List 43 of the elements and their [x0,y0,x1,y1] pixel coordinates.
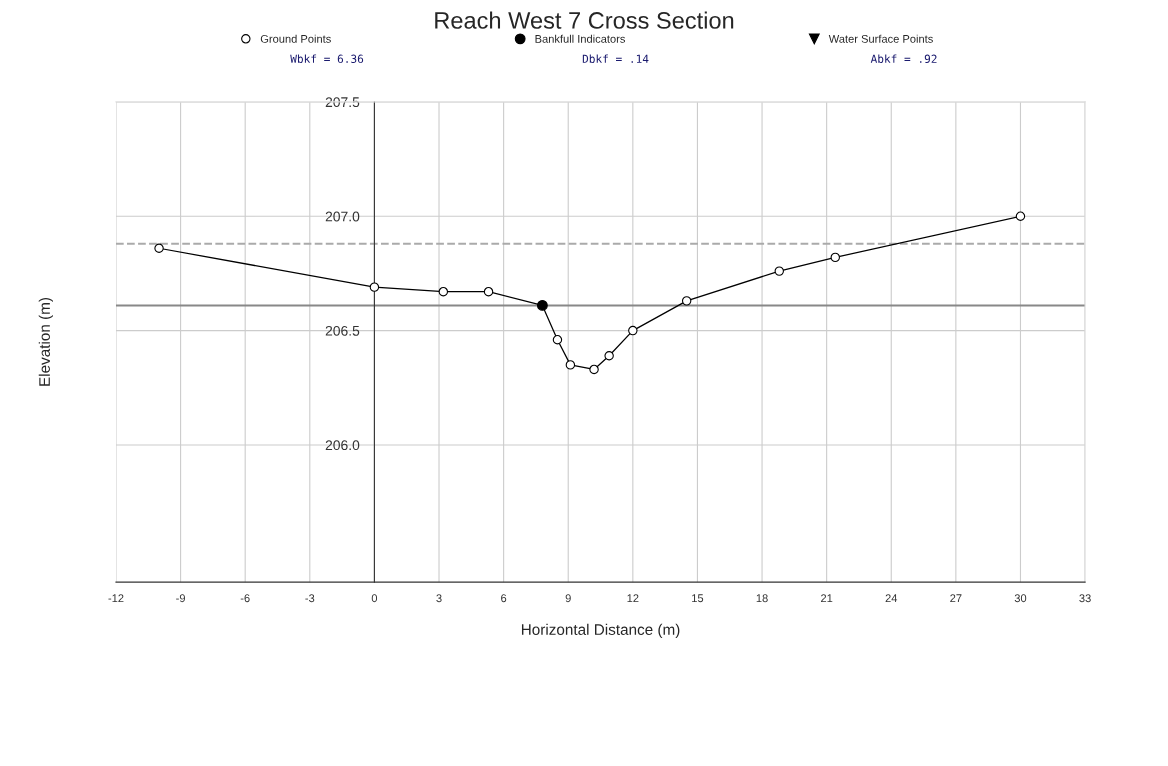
x-tick-label: 27 [950,594,962,603]
text: Wbkf = 6.36 [290,54,364,63]
x-axis-title: Horizontal Distance (m) [521,623,680,638]
x-tick-label: 30 [1014,594,1027,603]
x-tick-label: 12 [627,594,639,603]
text: Abkf = .92 [870,54,937,63]
x-tick-label: -9 [176,594,185,603]
x-tick-label: 3 [436,594,442,603]
x-tick-label: 33 [1079,594,1091,603]
x-tick-label: 18 [756,594,768,603]
x-tick-label: -12 [108,594,124,603]
legend-label: Bankfull Indicators [535,34,626,43]
x-tick-label: 9 [565,594,571,603]
point [483,286,494,297]
text: Dbkf = .14 [582,54,649,63]
point [536,300,548,311]
y-tick-label: 206.5 [325,325,360,336]
x-tick-label: 0 [371,594,378,603]
point [774,266,784,276]
point [628,325,638,336]
y-tick-label: 206.0 [325,440,360,451]
point [438,286,449,297]
point [604,351,614,361]
y-tick-label: 207.5 [325,97,360,108]
x-tick-label: 15 [692,594,704,603]
x-tick-label: 24 [885,594,898,603]
x-tick-label: 21 [821,594,833,603]
point [589,364,599,375]
legend-label: Ground Points [260,34,331,43]
point [681,296,692,306]
legend-label: Water Surface Points [828,34,933,43]
y-axis-title: Elevation (m) [38,297,53,386]
point [552,335,563,345]
point [369,282,380,292]
x-tick-label: -3 [305,594,315,603]
x-tick-label: 6 [501,594,507,603]
point [565,360,576,370]
point [1015,211,1026,221]
point [154,243,164,253]
x-tick-label: -6 [240,594,250,603]
y-tick-label: 207.0 [325,211,360,222]
chart-title: Reach West 7 Cross Section [435,11,734,29]
point [830,252,840,263]
